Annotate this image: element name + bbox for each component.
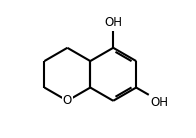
Text: OH: OH	[150, 96, 168, 109]
Text: O: O	[63, 94, 72, 107]
Text: OH: OH	[104, 16, 122, 29]
